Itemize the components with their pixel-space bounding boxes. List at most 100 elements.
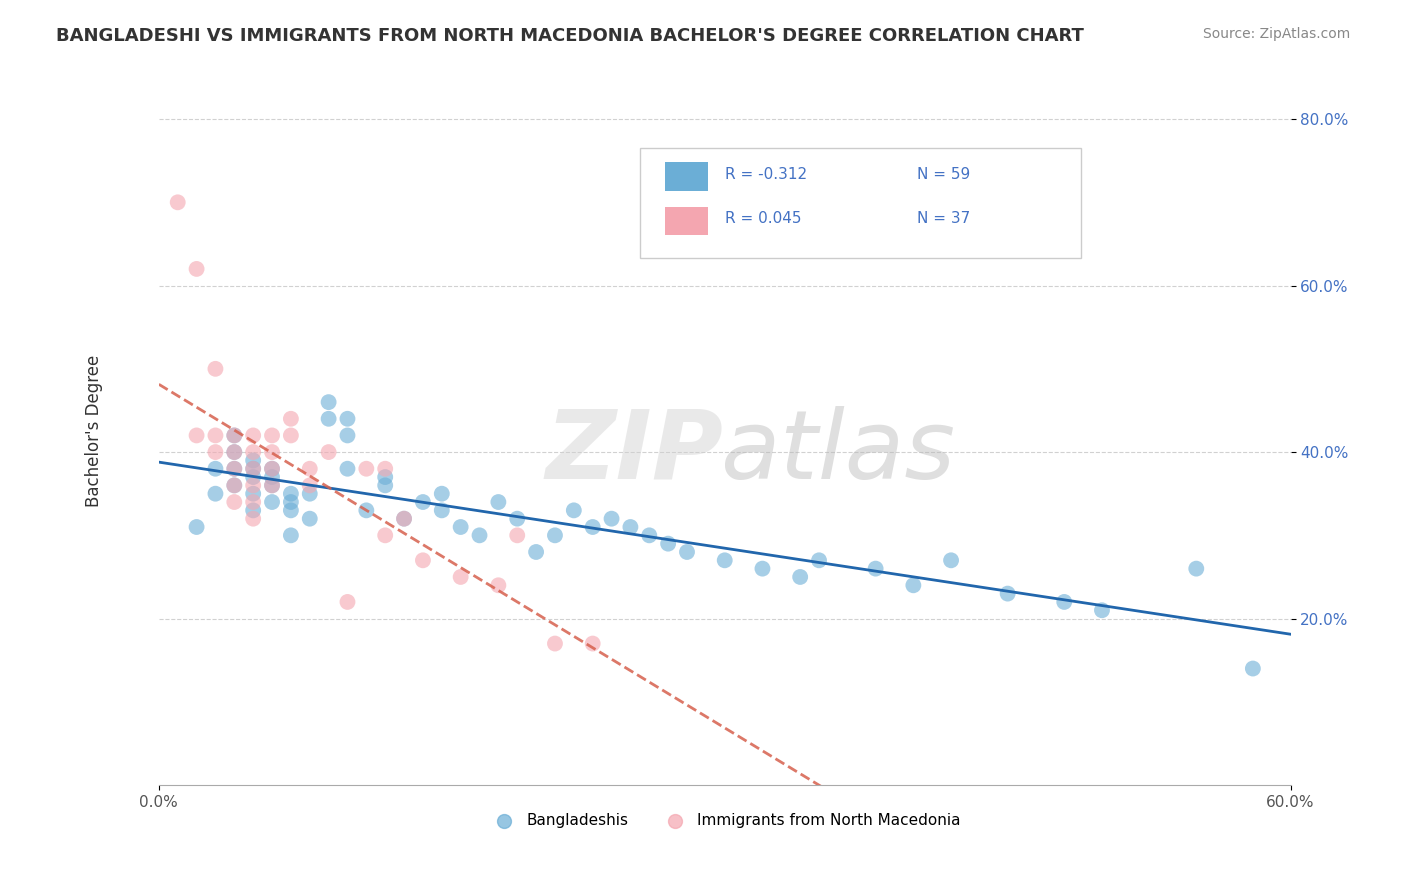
Point	[713, 553, 735, 567]
Point	[242, 453, 264, 467]
Point	[468, 528, 491, 542]
Text: ZIP: ZIP	[546, 406, 723, 499]
Point	[242, 428, 264, 442]
Point	[544, 528, 567, 542]
Point	[392, 511, 415, 525]
Point	[789, 570, 811, 584]
Point	[204, 486, 226, 500]
Point	[204, 461, 226, 475]
Point	[562, 503, 585, 517]
Text: atlas: atlas	[720, 406, 956, 499]
Point	[582, 520, 605, 534]
Point	[374, 470, 396, 484]
Point	[260, 478, 283, 492]
Point	[374, 461, 396, 475]
Bar	[665, 207, 707, 235]
Point	[638, 528, 661, 542]
Point	[204, 361, 226, 376]
Point	[186, 428, 208, 442]
Point	[412, 495, 434, 509]
Point	[242, 503, 264, 517]
Point	[903, 578, 925, 592]
Point	[224, 495, 246, 509]
Point	[582, 636, 605, 650]
Point	[224, 478, 246, 492]
Point	[242, 470, 264, 484]
Point	[224, 428, 246, 442]
Point	[242, 478, 264, 492]
Point	[204, 428, 226, 442]
Point	[260, 461, 283, 475]
Point	[298, 461, 321, 475]
Point	[392, 511, 415, 525]
Text: N = 59: N = 59	[917, 167, 970, 182]
Y-axis label: Bachelor's Degree: Bachelor's Degree	[86, 355, 103, 508]
Point	[224, 445, 246, 459]
Text: R = -0.312: R = -0.312	[724, 167, 807, 182]
Point	[224, 428, 246, 442]
Point	[865, 561, 887, 575]
Point	[242, 445, 264, 459]
Point	[318, 445, 340, 459]
Point	[242, 461, 264, 475]
Point	[260, 470, 283, 484]
Point	[280, 528, 302, 542]
Bar	[665, 162, 707, 191]
Point	[374, 528, 396, 542]
Point	[1241, 661, 1264, 675]
Point	[224, 461, 246, 475]
Point	[1185, 561, 1208, 575]
Point	[280, 428, 302, 442]
Point	[506, 511, 529, 525]
Point	[260, 478, 283, 492]
Point	[242, 486, 264, 500]
Point	[751, 561, 773, 575]
Point	[997, 586, 1019, 600]
Point	[356, 503, 378, 517]
Point	[336, 595, 359, 609]
Point	[186, 520, 208, 534]
Point	[1091, 603, 1114, 617]
Point	[260, 445, 283, 459]
Point	[600, 511, 623, 525]
Text: BANGLADESHI VS IMMIGRANTS FROM NORTH MACEDONIA BACHELOR'S DEGREE CORRELATION CHA: BANGLADESHI VS IMMIGRANTS FROM NORTH MAC…	[56, 27, 1084, 45]
Point	[619, 520, 641, 534]
Point	[808, 553, 831, 567]
Point	[224, 445, 246, 459]
Point	[486, 495, 509, 509]
Point	[280, 503, 302, 517]
Point	[450, 520, 472, 534]
Point	[166, 195, 188, 210]
Point	[280, 411, 302, 425]
Point	[224, 478, 246, 492]
Point	[336, 411, 359, 425]
Point	[318, 411, 340, 425]
FancyBboxPatch shape	[640, 148, 1081, 258]
Point	[1053, 595, 1076, 609]
Text: R = 0.045: R = 0.045	[724, 211, 801, 227]
Point	[544, 636, 567, 650]
Point	[242, 495, 264, 509]
Point	[260, 495, 283, 509]
Text: N = 37: N = 37	[917, 211, 970, 227]
Point	[280, 495, 302, 509]
Point	[486, 578, 509, 592]
Point	[186, 261, 208, 276]
Point	[298, 478, 321, 492]
Point	[336, 428, 359, 442]
Point	[939, 553, 962, 567]
Point	[430, 503, 453, 517]
Point	[298, 486, 321, 500]
Point	[336, 461, 359, 475]
Point	[298, 511, 321, 525]
Point	[204, 445, 226, 459]
Point	[657, 536, 679, 550]
Legend: Bangladeshis, Immigrants from North Macedonia: Bangladeshis, Immigrants from North Mace…	[482, 807, 967, 834]
Point	[506, 528, 529, 542]
Point	[242, 511, 264, 525]
Point	[260, 428, 283, 442]
Point	[280, 486, 302, 500]
Point	[524, 545, 547, 559]
Text: Source: ZipAtlas.com: Source: ZipAtlas.com	[1202, 27, 1350, 41]
Point	[224, 461, 246, 475]
